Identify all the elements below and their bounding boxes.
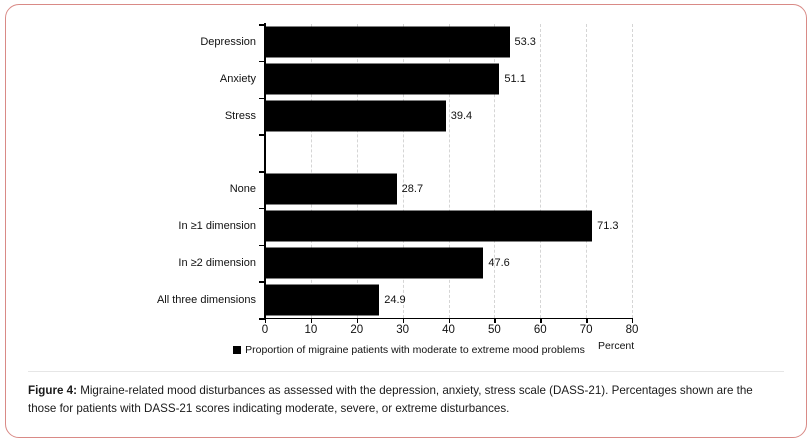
y-axis-tick xyxy=(259,60,265,63)
bar xyxy=(265,26,510,58)
category-label: In ≥1 dimension xyxy=(178,220,256,233)
plot-area: Depression 53.3 Anxiety 51.1 Stress 39.4 None 2… xyxy=(157,24,633,318)
x-axis-tick-label: 60 xyxy=(533,324,547,336)
x-axis-tick-label: 10 xyxy=(304,324,318,336)
gridline xyxy=(494,24,496,318)
bar xyxy=(265,247,484,279)
category-label: Anxiety xyxy=(219,73,256,86)
gridline xyxy=(586,24,588,318)
gridline xyxy=(540,24,542,318)
y-axis-tick xyxy=(259,97,265,99)
x-axis-tick-label: 80 xyxy=(625,324,639,336)
gridline xyxy=(310,24,312,318)
bar-slot: In ≥1 dimension 71.3 xyxy=(178,208,632,245)
bar xyxy=(265,210,593,242)
x-axis-tick xyxy=(540,318,542,323)
y-axis-tick xyxy=(259,24,265,26)
bar xyxy=(265,284,380,316)
bar-slot: Stress 39.4 xyxy=(225,98,632,135)
bar-slot: Depression 53.3 xyxy=(200,24,632,61)
y-axis-tick xyxy=(259,244,265,246)
x-axis-tick-label: 20 xyxy=(350,324,364,336)
bar-value-label: 71.3 xyxy=(597,220,619,233)
chart-legend: Proportion of migraine patients with mod… xyxy=(0,344,812,356)
category-label: Depression xyxy=(200,36,256,49)
bar xyxy=(265,63,500,95)
y-axis-tick xyxy=(259,134,265,136)
legend-swatch-icon xyxy=(233,346,242,354)
bar-value-label: 39.4 xyxy=(450,109,473,122)
caption-divider xyxy=(28,371,784,372)
bar-slot: All three dimensions 24.9 xyxy=(157,281,632,318)
x-axis-tick xyxy=(632,318,634,323)
bar-slot: None 28.7 xyxy=(230,171,632,208)
gridline xyxy=(632,24,633,318)
chart-figure: Depression 53.3 Anxiety 51.1 Stress 39.4 None 2… xyxy=(0,23,812,356)
figure-caption: Figure 4: Migraine-related mood disturba… xyxy=(28,382,784,417)
bar-value-label: 53.3 xyxy=(514,36,536,49)
gridline xyxy=(448,24,450,318)
x-axis-tick xyxy=(494,318,496,323)
bar-slot: Anxiety 51.1 xyxy=(220,61,632,98)
x-axis-tick-label: 50 xyxy=(487,324,501,336)
x-axis-tick xyxy=(586,318,588,323)
bar xyxy=(265,100,446,132)
y-axis-tick xyxy=(259,207,265,210)
y-axis-tick xyxy=(259,318,265,320)
x-axis-tick xyxy=(265,318,267,323)
category-label: None xyxy=(229,183,256,196)
bar-slot: In ≥2 dimension 47.6 xyxy=(178,245,632,282)
x-axis-tick-label: 40 xyxy=(442,324,455,336)
gridline xyxy=(356,24,358,318)
x-axis-title: Percent xyxy=(598,340,635,352)
x-axis-tick-label: 0 xyxy=(261,324,269,336)
bar-value-label: 28.7 xyxy=(401,183,424,196)
x-axis-tick-label: 30 xyxy=(396,324,410,336)
category-label: All three dimensions xyxy=(156,293,256,306)
x-axis-tick xyxy=(310,318,313,323)
x-axis-tick-label: 70 xyxy=(579,324,593,336)
bar-value-label: 47.6 xyxy=(488,256,510,269)
x-axis-tick xyxy=(356,318,359,323)
category-label: In ≥2 dimension xyxy=(178,256,256,269)
y-axis-tick xyxy=(259,171,265,173)
x-axis-tick xyxy=(402,318,405,323)
bar-value-label: 24.9 xyxy=(384,293,406,306)
bar-slot-empty xyxy=(265,134,632,171)
gridline xyxy=(402,24,404,318)
bar xyxy=(265,173,397,205)
bar-value-label: 51.1 xyxy=(504,73,526,86)
caption-text: Migraine-related mood disturbances as as… xyxy=(28,384,753,415)
legend-label: Proportion of migraine patients with mod… xyxy=(245,344,585,356)
caption-lead: Figure 4: xyxy=(28,384,77,397)
y-axis-tick xyxy=(259,281,265,283)
category-label: Stress xyxy=(224,109,256,122)
x-axis-tick xyxy=(448,318,450,323)
